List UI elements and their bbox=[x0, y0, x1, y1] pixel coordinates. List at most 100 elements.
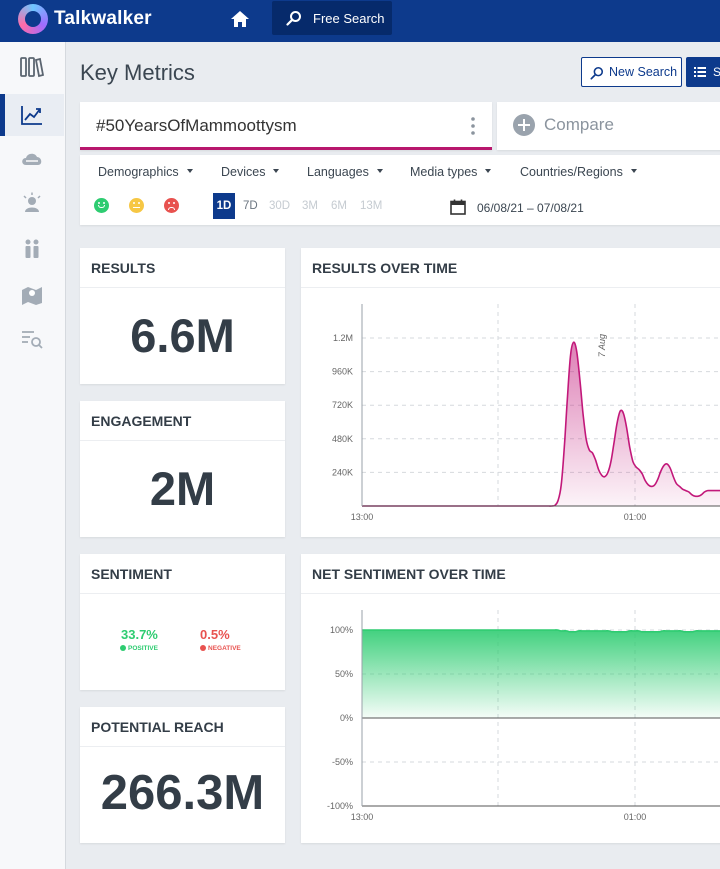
filter-label: Media types bbox=[410, 165, 478, 179]
neutral-sentiment-icon[interactable] bbox=[129, 198, 144, 213]
card-header: NET SENTIMENT OVER TIME bbox=[301, 554, 720, 594]
free-search-button[interactable]: Free Search bbox=[272, 1, 392, 35]
negative-sentiment-icon[interactable] bbox=[164, 198, 179, 213]
brand-name[interactable]: Talkwalker bbox=[54, 8, 152, 29]
sidebar-item-library[interactable] bbox=[0, 46, 64, 88]
series-area bbox=[362, 342, 720, 507]
filter-label: Languages bbox=[307, 165, 369, 179]
card-title: SENTIMENT bbox=[91, 566, 172, 582]
positive-dot-icon bbox=[120, 645, 126, 651]
caret-down-icon bbox=[630, 168, 637, 173]
negative-label: NEGATIVE bbox=[200, 645, 241, 652]
new-search-button[interactable]: New Search bbox=[581, 57, 682, 87]
caret-down-icon bbox=[376, 168, 383, 173]
results-value: 6.6M bbox=[130, 309, 235, 362]
card-title: POTENTIAL REACH bbox=[91, 719, 224, 735]
date-range[interactable]: 06/08/21 – 07/08/21 bbox=[477, 201, 584, 215]
negative-dot-icon bbox=[200, 645, 206, 651]
y-tick-label: 100% bbox=[330, 625, 353, 635]
people-icon bbox=[25, 239, 39, 258]
filter-label: Countries/Regions bbox=[520, 165, 623, 179]
y-tick-label: 480K bbox=[332, 434, 353, 444]
sidebar-item-map[interactable] bbox=[0, 274, 64, 316]
home-icon[interactable] bbox=[230, 9, 250, 29]
caret-down-icon bbox=[186, 168, 193, 173]
potential-reach-value: 266.3M bbox=[100, 766, 265, 820]
filter-devices[interactable]: Devices bbox=[221, 165, 280, 179]
card-header: POTENTIAL REACH bbox=[80, 707, 285, 747]
filter-bar: Demographics Devices Languages Media typ… bbox=[80, 155, 720, 225]
free-search-label: Free Search bbox=[313, 11, 385, 26]
more-options-icon[interactable] bbox=[470, 116, 476, 136]
y-tick-label: 50% bbox=[335, 669, 353, 679]
caret-down-icon bbox=[273, 168, 280, 173]
x-tick-label: 01:00 bbox=[624, 812, 647, 822]
negative-percentage: 0.5% bbox=[200, 627, 230, 642]
calendar-icon[interactable] bbox=[450, 199, 466, 215]
cloud-icon bbox=[22, 153, 42, 165]
chart-title: RESULTS OVER TIME bbox=[312, 260, 458, 276]
negative-label-text: NEGATIVE bbox=[208, 645, 241, 652]
caret-down-icon bbox=[485, 168, 492, 173]
compare-button[interactable]: Compare bbox=[497, 102, 720, 150]
new-search-label: New Search bbox=[609, 65, 678, 79]
results-over-time-chart[interactable]: 240K 480K 720K 960K 1.2M 13:00 01:00 7 Aug bbox=[301, 288, 720, 537]
top-bar: Talkwalker Free Search bbox=[0, 0, 720, 42]
card-title: RESULTS bbox=[91, 260, 156, 276]
potential-reach-card: POTENTIAL REACH 266.3M bbox=[80, 707, 285, 843]
sentiment-card: SENTIMENT 33.7% POSITIVE 0.5% NEGATIVE bbox=[80, 554, 285, 690]
results-card: RESULTS 6.6M bbox=[80, 248, 285, 384]
sidebar-item-influencers[interactable] bbox=[0, 182, 64, 224]
x-tick-label: 01:00 bbox=[624, 512, 647, 522]
chart-title: NET SENTIMENT OVER TIME bbox=[312, 566, 506, 582]
y-tick-label: 960K bbox=[332, 367, 353, 377]
positive-percentage: 33.7% bbox=[121, 627, 158, 642]
list-search-icon bbox=[22, 331, 43, 349]
sidebar-item-demographics[interactable] bbox=[0, 228, 64, 270]
net-sentiment-over-time-card: NET SENTIMENT OVER TIME -100% -50% 0% 50% 10… bbox=[301, 554, 720, 843]
x-tick-label: 13:00 bbox=[351, 512, 374, 522]
saved-searches-button[interactable]: S bbox=[686, 57, 720, 87]
period-3m: 3M bbox=[302, 200, 318, 212]
y-tick-label: -100% bbox=[327, 801, 353, 811]
sidebar-item-search-list[interactable] bbox=[0, 318, 64, 360]
date-annotation: 7 Aug bbox=[597, 334, 607, 357]
compare-label: Compare bbox=[544, 115, 614, 134]
net-sentiment-over-time-chart[interactable]: -100% -50% 0% 50% 100% 13:00 01:00 bbox=[301, 594, 720, 843]
card-header: SENTIMENT bbox=[80, 554, 285, 594]
engagement-value: 2M bbox=[149, 462, 216, 515]
y-tick-label: 240K bbox=[332, 467, 353, 477]
positive-label-text: POSITIVE bbox=[128, 645, 158, 652]
x-tick-label: 13:00 bbox=[351, 812, 374, 822]
y-tick-label: 0% bbox=[340, 713, 353, 723]
filter-languages[interactable]: Languages bbox=[307, 165, 383, 179]
saved-searches-label: S bbox=[713, 65, 720, 79]
filter-countries-regions[interactable]: Countries/Regions bbox=[520, 165, 637, 179]
search-icon bbox=[590, 66, 604, 80]
filter-media-types[interactable]: Media types bbox=[410, 165, 492, 179]
results-over-time-card: RESULTS OVER TIME 240K 480K 720K 960K 1.2M 13… bbox=[301, 248, 720, 537]
talkwalker-logo-icon[interactable] bbox=[18, 4, 48, 34]
positive-sentiment-icon[interactable] bbox=[94, 198, 109, 213]
search-icon bbox=[286, 11, 301, 26]
engagement-card: ENGAGEMENT 2M bbox=[80, 401, 285, 537]
series-area bbox=[362, 629, 720, 718]
query-text: #50YearsOfMammoottysm bbox=[96, 116, 297, 135]
filter-demographics[interactable]: Demographics bbox=[98, 165, 193, 179]
card-header: RESULTS OVER TIME bbox=[301, 248, 720, 288]
sidebar-item-analytics[interactable] bbox=[0, 94, 64, 136]
period-7d[interactable]: 7D bbox=[243, 200, 258, 212]
positive-label: POSITIVE bbox=[120, 645, 158, 652]
sidebar-item-conversation-clouds[interactable] bbox=[0, 138, 64, 180]
card-header: RESULTS bbox=[80, 248, 285, 288]
influencer-icon bbox=[23, 192, 41, 212]
plus-icon bbox=[513, 114, 535, 136]
y-tick-label: -50% bbox=[332, 757, 353, 767]
y-tick-label: 720K bbox=[332, 400, 353, 410]
filter-label: Demographics bbox=[98, 165, 179, 179]
period-13m: 13M bbox=[360, 200, 383, 212]
query-card[interactable]: #50YearsOfMammoottysm bbox=[80, 102, 492, 150]
period-1d[interactable]: 1D bbox=[213, 193, 235, 219]
library-icon bbox=[20, 57, 44, 78]
list-icon bbox=[694, 67, 706, 77]
